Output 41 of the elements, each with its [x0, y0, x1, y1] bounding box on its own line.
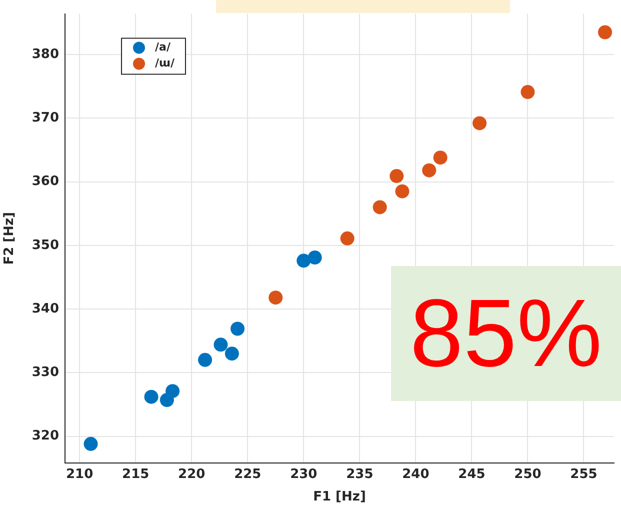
point — [472, 116, 487, 130]
point — [166, 384, 180, 398]
x-axis-title: F1 [Hz] — [313, 490, 366, 505]
y-tick-label: 370 — [32, 110, 59, 126]
point — [372, 200, 387, 214]
point — [268, 290, 283, 305]
point — [422, 163, 436, 178]
point — [296, 254, 311, 268]
x-tick-label: 225 — [234, 467, 262, 482]
point — [340, 231, 354, 246]
y-tick-label: 380 — [32, 46, 59, 62]
y-tick-label: 330 — [32, 365, 59, 380]
x-tick-label: 240 — [402, 467, 430, 482]
y-axis-title: F2 [Hz] — [2, 212, 18, 265]
x-tick-label: 250 — [514, 467, 542, 482]
x-tick-label: 235 — [346, 467, 374, 482]
point — [308, 250, 322, 264]
x-tick-label: 230 — [290, 467, 318, 482]
legend-label: /a/ — [155, 40, 172, 54]
point — [144, 390, 158, 404]
point — [198, 352, 212, 367]
point — [84, 436, 98, 451]
legend-label: /ɯ/ — [155, 56, 176, 70]
annotation: 85% — [391, 266, 621, 401]
y-tick-label: 320 — [32, 428, 59, 444]
x-tick-label: 210 — [66, 467, 94, 482]
x-tick-label: 220 — [178, 467, 206, 482]
x-tick-label: 245 — [458, 467, 486, 482]
y-tick-label: 360 — [32, 174, 59, 190]
point — [214, 338, 228, 352]
point — [520, 85, 535, 100]
point — [598, 25, 612, 40]
x-tick-label: 215 — [122, 467, 150, 482]
y-tick-label: 350 — [32, 238, 59, 253]
point — [433, 150, 448, 165]
point — [395, 184, 410, 198]
point — [224, 346, 239, 361]
x-tick-label: 255 — [570, 467, 598, 482]
point — [230, 322, 245, 336]
point — [390, 169, 404, 184]
y-tick-label: 340 — [32, 301, 59, 316]
